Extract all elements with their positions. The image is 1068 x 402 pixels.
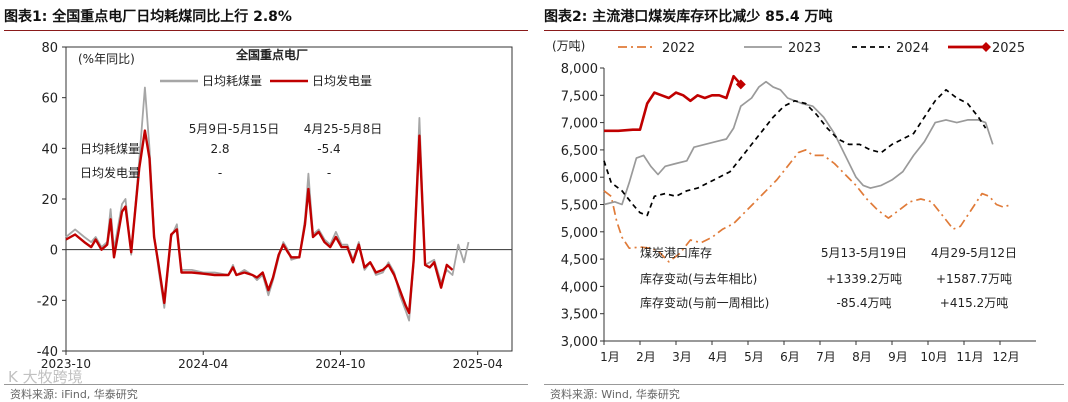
y-tick-label: 4,000 bbox=[561, 280, 598, 295]
legend-label: 2022 bbox=[662, 41, 695, 56]
series-end-marker bbox=[735, 79, 746, 90]
table-title: 煤炭港口库存 bbox=[640, 245, 712, 260]
x-tick-label: 1月 bbox=[600, 350, 620, 364]
legend-label: 日均耗煤量 bbox=[202, 74, 262, 88]
table-cell: -85.4万吨 bbox=[836, 296, 891, 310]
x-tick-label: 2025-04 bbox=[453, 357, 503, 371]
y-tick-label: 6,500 bbox=[561, 144, 598, 159]
y-tick-label: 8,000 bbox=[561, 62, 598, 77]
watermark-logo: K 大牧跨境 bbox=[8, 368, 83, 386]
line-chart-port-inventory: 8,000 7,500 7,000 6,500 6,000 5,500 5,000 4,500… bbox=[552, 39, 1036, 364]
chart-panel-1: 图表1: 全国重点电厂日均耗煤同比上行 2.8% 80 60 40 20 0 -20 -40… bbox=[0, 0, 532, 401]
y-tick-label: 5,500 bbox=[561, 199, 598, 214]
table-header: 5月9日-5月15日 bbox=[189, 122, 280, 136]
y-axis-label: (万吨) bbox=[552, 39, 585, 53]
source-rule bbox=[4, 384, 528, 385]
series-line bbox=[604, 74, 742, 133]
table-cell: +1339.2万吨 bbox=[826, 272, 902, 286]
title-rule bbox=[4, 30, 528, 31]
y-tick-label: 80 bbox=[41, 41, 58, 56]
table-cell: +1587.7万吨 bbox=[936, 272, 1012, 286]
legend-label: 2025 bbox=[992, 41, 1025, 56]
y-tick-label: 5,000 bbox=[561, 226, 598, 241]
series-line bbox=[603, 80, 994, 206]
y-tick-label: -20 bbox=[37, 294, 58, 309]
x-tick-label: 3月 bbox=[672, 350, 692, 364]
chart-title: 图表1: 全国重点电厂日均耗煤同比上行 2.8% bbox=[4, 9, 292, 25]
table-header: 4月29-5月12日 bbox=[931, 246, 1017, 260]
x-tick-label: 7月 bbox=[816, 350, 836, 364]
y-tick-label: 7,500 bbox=[561, 89, 598, 104]
legend-label: 2023 bbox=[788, 41, 821, 56]
table-header: 4月25-5月8日 bbox=[304, 122, 383, 136]
y-tick-label: 0 bbox=[50, 244, 58, 259]
y-tick-label: 3,000 bbox=[561, 335, 598, 350]
chart-header: 全国重点电厂 bbox=[235, 47, 308, 62]
table-cell: +415.2万吨 bbox=[940, 296, 1008, 310]
table-row-label: 库存变动(与前一周相比) bbox=[640, 295, 769, 310]
source-note: 资料来源: Wind, 华泰研究 bbox=[550, 388, 680, 401]
x-tick-label: 2月 bbox=[636, 350, 656, 364]
source-note: 资料来源: iFind, 华泰研究 bbox=[10, 388, 138, 401]
y-tick-label: 3,500 bbox=[561, 308, 598, 323]
table-row-label: 库存变动(与去年相比) bbox=[640, 271, 757, 286]
y-tick-label: 4,500 bbox=[561, 253, 598, 268]
legend-label: 2024 bbox=[896, 41, 929, 56]
legend-marker bbox=[981, 42, 991, 52]
table-header: 5月13-5月19日 bbox=[821, 246, 907, 260]
y-tick-label: 6,000 bbox=[561, 171, 598, 186]
series-line bbox=[603, 88, 987, 217]
x-tick-label: 10月 bbox=[920, 350, 947, 364]
x-tick-label: 4月 bbox=[708, 350, 728, 364]
y-axis-label: (%年同比) bbox=[78, 52, 135, 66]
y-tick-label: 40 bbox=[41, 142, 58, 157]
x-tick-label: 8月 bbox=[852, 350, 872, 364]
table-cell: - bbox=[218, 166, 222, 180]
legend-label: 日均发电量 bbox=[312, 73, 372, 88]
table-row-label: 日均发电量 bbox=[80, 165, 140, 180]
x-tick-label: 2024-04 bbox=[178, 357, 228, 371]
source-rule bbox=[544, 384, 1064, 385]
chart-title: 图表2: 主流港口煤炭库存环比减少 85.4 万吨 bbox=[544, 9, 833, 25]
chart-panel-2: 图表2: 主流港口煤炭库存环比减少 85.4 万吨 8,000 7,500 7,00… bbox=[540, 0, 1068, 401]
table-row-label: 日均耗煤量 bbox=[80, 142, 140, 156]
x-tick-label: 11月 bbox=[956, 350, 983, 364]
x-tick-label: 12月 bbox=[992, 350, 1019, 364]
table-cell: -5.4 bbox=[317, 142, 340, 156]
y-tick-label: 20 bbox=[41, 193, 58, 208]
series-line bbox=[603, 149, 1012, 263]
y-tick-label: 60 bbox=[41, 92, 58, 107]
x-tick-label: 9月 bbox=[888, 350, 908, 364]
y-tick-label: -40 bbox=[37, 345, 58, 360]
x-tick-label: 5月 bbox=[744, 350, 764, 364]
table-cell: 2.8 bbox=[210, 142, 229, 156]
title-rule bbox=[544, 30, 1064, 31]
plot-frame bbox=[65, 46, 513, 352]
x-tick-label: 2024-10 bbox=[315, 357, 365, 371]
series-line bbox=[65, 129, 454, 315]
table-cell: - bbox=[327, 166, 331, 180]
x-tick-label: 6月 bbox=[780, 350, 800, 364]
x-tick-label: 2023-10 bbox=[41, 357, 91, 371]
y-tick-label: 7,000 bbox=[561, 117, 598, 132]
